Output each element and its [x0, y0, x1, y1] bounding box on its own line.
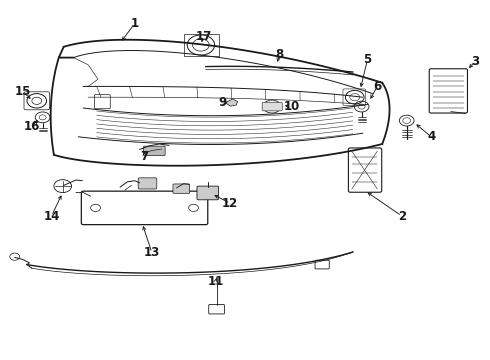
Text: 17: 17: [195, 30, 212, 42]
Text: 7: 7: [141, 150, 148, 163]
Text: 6: 6: [373, 80, 381, 93]
FancyBboxPatch shape: [144, 146, 165, 156]
FancyBboxPatch shape: [138, 178, 157, 189]
Text: 16: 16: [24, 120, 40, 132]
FancyBboxPatch shape: [197, 186, 219, 200]
Text: 10: 10: [283, 100, 300, 113]
Text: 14: 14: [43, 210, 60, 222]
Text: 4: 4: [427, 130, 435, 143]
Text: 11: 11: [207, 275, 224, 288]
Text: 8: 8: [275, 48, 283, 60]
FancyBboxPatch shape: [262, 102, 282, 111]
Text: 2: 2: [398, 210, 406, 222]
Text: 3: 3: [471, 55, 479, 68]
Text: 9: 9: [219, 96, 227, 109]
Text: 12: 12: [222, 197, 239, 210]
Text: 13: 13: [144, 246, 160, 259]
Polygon shape: [225, 99, 238, 106]
FancyBboxPatch shape: [173, 184, 190, 193]
Text: 1: 1: [131, 17, 139, 30]
Text: 15: 15: [15, 85, 31, 98]
Text: 5: 5: [364, 53, 371, 66]
